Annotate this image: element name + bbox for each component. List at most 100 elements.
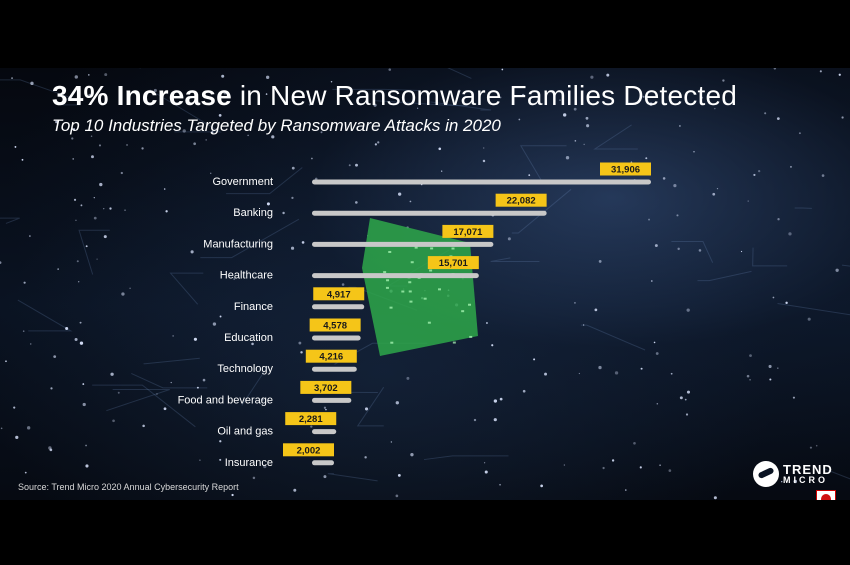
category-label: Food and beverage: [178, 394, 273, 406]
light-dot: [395, 401, 399, 405]
chip-detail: [410, 261, 414, 264]
chip-detail: [390, 341, 394, 344]
light-dot: [293, 488, 297, 492]
circuit-line: [447, 68, 472, 79]
bar: [312, 241, 494, 247]
light-dot: [484, 470, 488, 474]
light-dot: [82, 402, 86, 407]
chip-detail: [385, 286, 389, 289]
light-dot: [841, 116, 844, 119]
page-subtitle: Top 10 Industries Targeted by Ransomware…: [52, 116, 501, 135]
light-dot: [291, 196, 294, 200]
light-dot: [104, 73, 108, 77]
light-dot: [193, 142, 196, 146]
light-dot: [406, 376, 410, 380]
circuit-line: [61, 88, 81, 106]
light-dot: [473, 418, 477, 422]
light-dot: [172, 335, 174, 337]
chip-detail: [452, 341, 456, 344]
light-dot: [323, 406, 327, 409]
value-label: 15,701: [439, 258, 469, 269]
light-dot: [76, 260, 79, 263]
circuit-line: [131, 373, 208, 389]
circuit-line: [92, 384, 196, 428]
light-dot: [417, 107, 419, 109]
value-label: 31,906: [611, 165, 640, 176]
light-dot: [310, 425, 313, 428]
value-label: 4,216: [319, 352, 343, 363]
light-dot: [79, 321, 82, 324]
slide: 34% Increase in New Ransomware Families …: [0, 68, 850, 500]
light-dot: [341, 283, 345, 286]
value-label: 4,917: [327, 289, 351, 300]
light-dot: [73, 128, 76, 131]
light-dot: [110, 372, 114, 376]
light-dot: [653, 341, 656, 344]
light-dot: [282, 211, 285, 215]
light-dot: [740, 250, 743, 253]
light-dot: [777, 367, 779, 369]
light-dot: [126, 144, 128, 146]
light-dot: [124, 209, 126, 211]
light-dot: [211, 131, 214, 134]
light-dot: [265, 93, 268, 95]
light-dot: [141, 147, 144, 150]
light-dot: [57, 268, 59, 270]
light-dot: [355, 201, 358, 204]
light-dot: [586, 124, 590, 128]
award-badge-icon: [816, 490, 836, 500]
light-dot: [499, 397, 503, 401]
light-dot: [662, 93, 664, 96]
light-dot: [598, 365, 602, 370]
circuit-line: [200, 218, 300, 259]
light-dot: [409, 200, 412, 203]
light-dot: [533, 358, 536, 361]
light-dot: [182, 129, 186, 133]
light-dot: [74, 75, 78, 79]
chip-detail: [438, 288, 442, 291]
chip-detail: [409, 300, 413, 303]
light-dot: [193, 337, 198, 341]
light-dot: [819, 70, 822, 73]
chip-detail: [427, 321, 431, 324]
logo-line1: TREND: [783, 462, 833, 477]
light-dot: [764, 112, 767, 115]
logo-mark: [753, 461, 779, 487]
light-dot: [29, 235, 31, 237]
light-dot: [330, 81, 333, 83]
light-dot: [815, 444, 818, 447]
light-dot: [773, 68, 777, 70]
light-dot: [11, 77, 13, 79]
chip-detail: [401, 290, 405, 293]
light-dot: [48, 446, 52, 450]
light-dot: [291, 166, 295, 170]
light-dot: [684, 398, 687, 401]
light-dot: [714, 107, 716, 110]
light-dot: [624, 489, 627, 491]
light-dot: [364, 456, 367, 459]
light-dot: [758, 169, 761, 173]
circuit-line: [17, 299, 73, 332]
light-dot: [30, 81, 34, 85]
light-dot: [788, 232, 792, 236]
light-dot: [582, 324, 585, 326]
light-dot: [373, 103, 377, 107]
light-dot: [210, 172, 212, 174]
light-dot: [85, 245, 88, 248]
light-dot: [99, 182, 103, 187]
light-dot: [212, 322, 217, 326]
light-dot: [798, 132, 801, 135]
light-dot: [82, 383, 85, 385]
source-note: Source: Trend Micro 2020 Annual Cybersec…: [18, 482, 239, 492]
light-dot: [482, 159, 486, 163]
circuit-line: [0, 79, 71, 99]
light-dot: [252, 476, 256, 480]
light-dot: [323, 475, 327, 479]
light-dot: [747, 200, 749, 202]
light-dot: [659, 464, 661, 466]
light-dot: [199, 459, 201, 461]
light-dot: [606, 73, 610, 77]
light-dot: [746, 374, 750, 378]
light-dot: [219, 440, 222, 443]
light-dot: [65, 326, 69, 331]
